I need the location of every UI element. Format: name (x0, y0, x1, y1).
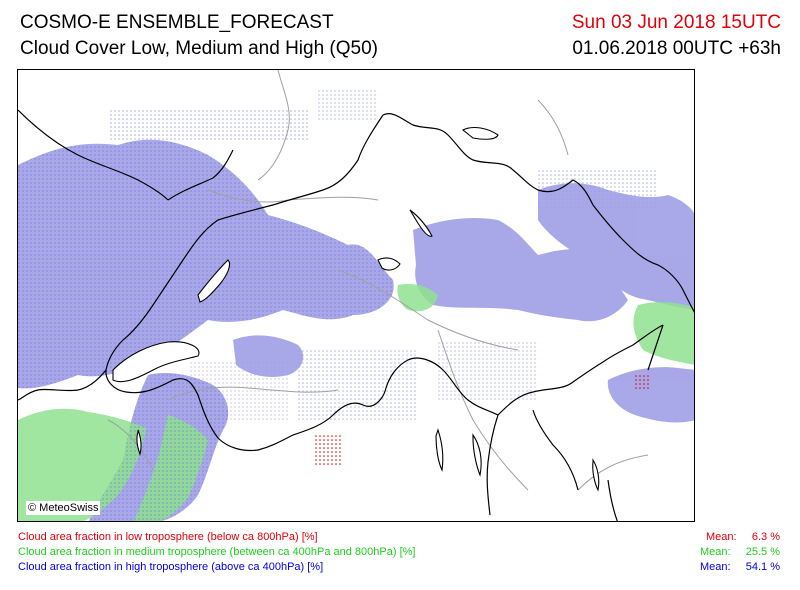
lake-como (472, 433, 482, 477)
lake-annecy (136, 429, 142, 456)
country-borders (18, 109, 694, 521)
mean-value-high: 54.1 % (745, 561, 780, 573)
map-canvas (18, 70, 694, 521)
lake-geneva (112, 341, 200, 383)
legend-high-cloud: Cloud area fraction in high troposphere … (18, 561, 324, 573)
product-title: COSMO-E ENSEMBLE_FORECAST (20, 12, 334, 33)
run-time: 01.06.2018 00UTC +63h (572, 38, 781, 59)
low-cloud-areas (313, 375, 649, 465)
product-subtitle: Cloud Cover Low, Medium and High (Q50) (20, 38, 379, 59)
valid-time: Sun 03 Jun 2018 15UTC (571, 12, 781, 33)
lake-lucerne (377, 257, 401, 271)
mean-value-medium: 25.5 % (745, 546, 780, 558)
lake-garda (592, 458, 600, 492)
legend-medium-cloud: Cloud area fraction in medium tropospher… (18, 546, 416, 558)
cloud-cover-map: © MeteoSwiss (17, 69, 695, 522)
mean-label-medium: Mean: (700, 546, 731, 558)
lake-maggiore (435, 428, 444, 472)
legend-low-cloud: Cloud area fraction in low troposphere (… (18, 531, 318, 543)
mean-label-low: Mean: (706, 531, 737, 543)
lake-zurich (409, 209, 433, 237)
lakes (112, 126, 600, 492)
lake-constance (461, 126, 499, 140)
copyright-label: © MeteoSwiss (26, 501, 101, 515)
mean-label-high: Mean: (700, 561, 731, 573)
header: COSMO-E ENSEMBLE_FORECAST Cloud Cover Lo… (0, 0, 800, 70)
lake-neuchatel (197, 259, 231, 303)
high-cloud-stipple (18, 139, 394, 521)
mean-value-low: 6.3 % (751, 531, 780, 543)
